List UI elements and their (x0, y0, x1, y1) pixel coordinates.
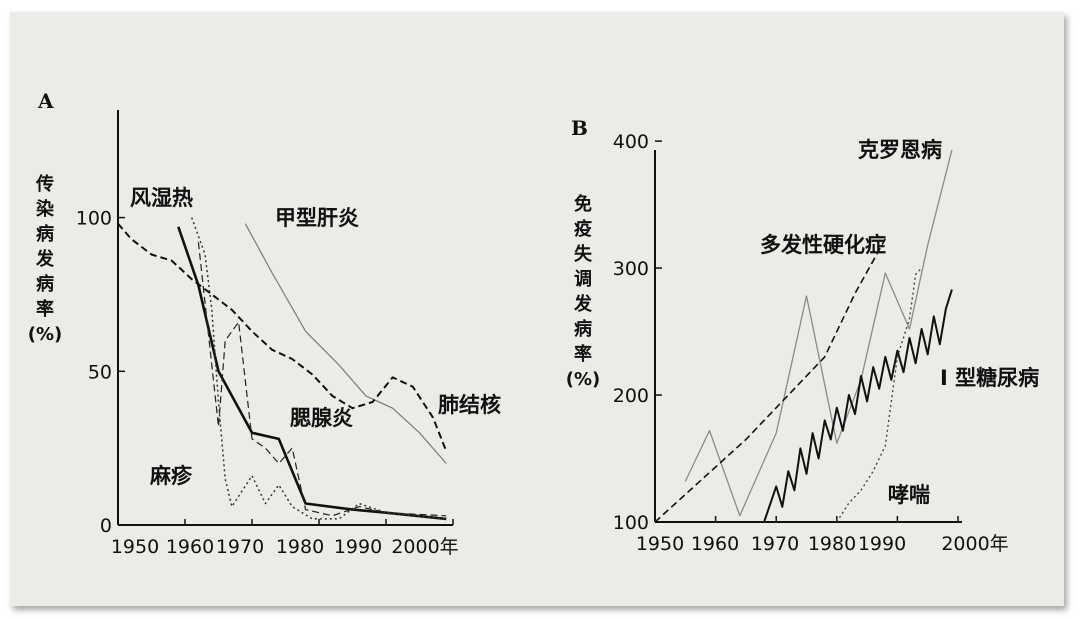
panel-a-ylabel-char: 染 (35, 199, 55, 220)
panel-b-y-tick-label: 200 (613, 385, 649, 407)
panel-a-series-annotation: 风湿热 (130, 186, 193, 210)
panel-a-series-line (244, 223, 447, 464)
panel-a-y-tick-label: 50 (88, 361, 112, 383)
panel-b-series-line (684, 149, 953, 517)
panel-a-x-tick-label: 1960 (166, 536, 214, 558)
panel-b-ylabel-char: 失 (574, 243, 593, 265)
panel-a-ylabel-char: 病 (36, 273, 54, 295)
panel-b-series-line (836, 267, 923, 523)
panel-a-x-tick-label: 1970 (216, 536, 264, 558)
panel-a-ylabel-char: 率 (36, 298, 54, 320)
figure-frame (10, 12, 1064, 606)
panel-a-ylabel-char: 病 (36, 223, 54, 245)
panel-b-ylabel-char: 病 (574, 318, 592, 340)
panel-b-ylabel-char: 调 (574, 269, 592, 290)
panel-b-ylabel-char: 免 (574, 193, 592, 215)
panel-b-series-annotation: 哮喘 (888, 483, 930, 507)
panel-a-x-tick-label: 1950 (111, 536, 159, 558)
panel-a-ylabel-char: 传 (35, 173, 54, 195)
panel-a-series-line (190, 217, 447, 520)
panel-a-ylabel-char: 发 (35, 248, 55, 270)
panel-b-x-tick-label: 1970 (751, 533, 799, 555)
panel-a-ylabel-char: (%) (28, 324, 63, 345)
panel-b-x-tick-label: 1990 (858, 533, 906, 555)
panel-b-series-annotation: I 型糖尿病 (940, 366, 1039, 390)
panel-b-y-tick-label: 300 (613, 258, 649, 280)
panel-b-ylabel-char: 发 (573, 293, 593, 315)
panel-a-series-annotation: 麻疹 (149, 464, 193, 488)
panel-b-x-tick-label: 1960 (691, 533, 739, 555)
panel-a-x-tick-label: 1980 (276, 536, 324, 558)
panel-b-x-tick-label: 1980 (808, 533, 856, 555)
panel-b-series-annotation: 多发性硬化症 (760, 233, 886, 257)
panel-b-y-tick-label: 400 (613, 131, 649, 153)
panel-b-ylabel-char: 疫 (574, 218, 592, 240)
panel-b-y-tick-label: 100 (613, 512, 649, 534)
panel-a-y-tick-label: 100 (76, 208, 112, 230)
panel-b-ylabel-char: 率 (574, 343, 592, 365)
panel-b-series-annotation: 克罗恩病 (858, 138, 942, 162)
panel-a-x-tick-label: 1990 (334, 536, 382, 558)
panel-b-x-tick-label: 2000年 (941, 533, 1008, 555)
panel-b-label: B (571, 116, 588, 140)
panel-a-y-tick-label: 0 (100, 515, 112, 537)
panel-a-x-tick-label: 2000年 (391, 536, 458, 558)
panel-a-series-line (117, 223, 448, 452)
panel-a-label: A (37, 89, 54, 113)
panel-a-series-annotation: 肺结核 (438, 393, 501, 417)
panel-b-x-tick-label: 1950 (636, 533, 684, 555)
panel-a-series-line (197, 242, 447, 517)
panel-a-series-line (177, 226, 447, 521)
panel-b-series-line (654, 238, 886, 523)
panel-b-series-line (763, 289, 953, 523)
panel-a-series-annotation: 甲型肝炎 (275, 206, 359, 230)
panel-b-ylabel-char: (%) (566, 369, 601, 390)
panel-a-series-annotation: 腮腺炎 (290, 406, 353, 430)
